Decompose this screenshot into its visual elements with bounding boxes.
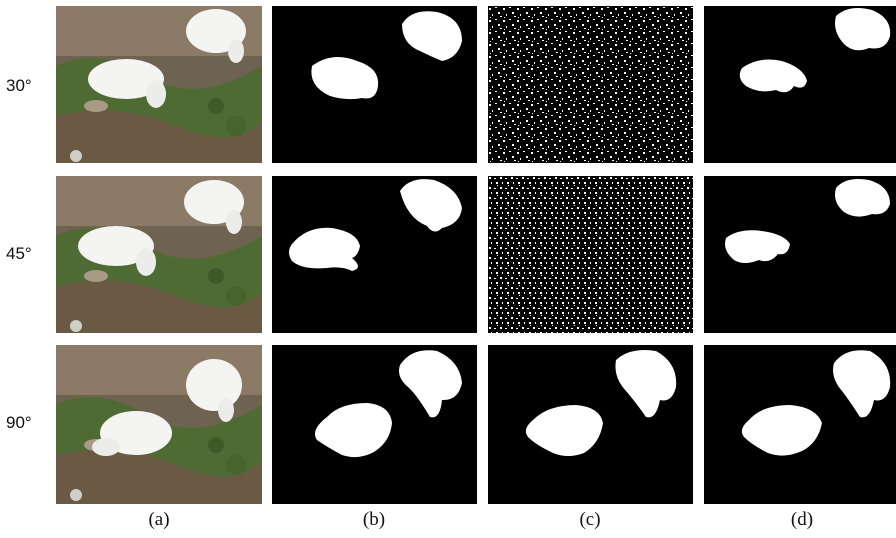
row-label-30: 30° bbox=[6, 76, 32, 95]
col-label-c: (c) bbox=[579, 509, 601, 530]
photo-30 bbox=[56, 6, 262, 163]
col-label-b: (b) bbox=[362, 509, 386, 530]
mask-c-30 bbox=[488, 6, 693, 163]
mask-c-45 bbox=[488, 176, 693, 333]
mask-b-45 bbox=[272, 176, 477, 333]
col-label-a: (a) bbox=[148, 509, 170, 530]
photo-45 bbox=[56, 176, 262, 333]
row-label-90: 90° bbox=[6, 413, 32, 432]
mask-c-90 bbox=[488, 345, 693, 504]
noise-mask-45 bbox=[488, 176, 693, 333]
noise-mask-30 bbox=[488, 6, 693, 163]
mask-d-30 bbox=[704, 6, 896, 163]
col-label-d: (d) bbox=[790, 509, 814, 530]
mask-b-90 bbox=[272, 345, 477, 504]
row-label-45: 45° bbox=[6, 244, 32, 263]
mask-d-90 bbox=[704, 345, 896, 504]
mask-b-30 bbox=[272, 6, 477, 163]
mask-d-45 bbox=[704, 176, 896, 333]
photo-90 bbox=[56, 345, 262, 504]
